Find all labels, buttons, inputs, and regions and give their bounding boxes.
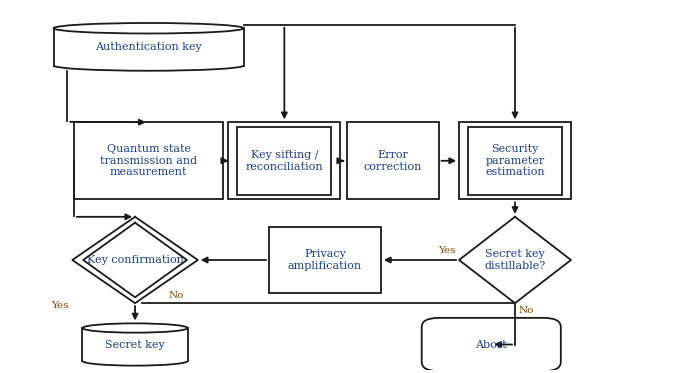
Polygon shape [83, 328, 187, 361]
Text: Authentication key: Authentication key [95, 42, 202, 52]
Text: Secret key
distillable?: Secret key distillable? [484, 249, 546, 271]
FancyBboxPatch shape [74, 122, 223, 199]
Polygon shape [459, 217, 571, 303]
FancyBboxPatch shape [347, 122, 438, 199]
Text: Secret key: Secret key [105, 339, 165, 350]
FancyBboxPatch shape [237, 127, 332, 195]
Ellipse shape [83, 323, 187, 333]
Text: No: No [518, 306, 534, 315]
Text: Quantum state
transmission and
measurement: Quantum state transmission and measureme… [100, 144, 197, 178]
Ellipse shape [53, 23, 244, 34]
Polygon shape [73, 217, 198, 303]
Text: No: No [169, 291, 185, 300]
FancyBboxPatch shape [459, 122, 571, 199]
Text: Yes: Yes [51, 301, 69, 310]
FancyBboxPatch shape [269, 227, 381, 293]
FancyBboxPatch shape [422, 318, 561, 371]
Text: Error
correction: Error correction [364, 150, 422, 172]
Text: Key sifting /
reconciliation: Key sifting / reconciliation [246, 150, 323, 172]
Text: Key confirmation: Key confirmation [87, 255, 183, 265]
Text: Security
parameter
estimation: Security parameter estimation [485, 144, 545, 178]
Text: Yes: Yes [438, 246, 456, 255]
FancyBboxPatch shape [228, 122, 341, 199]
Text: Privacy
amplification: Privacy amplification [288, 249, 362, 271]
FancyBboxPatch shape [468, 127, 562, 195]
Polygon shape [53, 28, 244, 66]
Text: Abort: Abort [475, 339, 507, 350]
Polygon shape [83, 223, 187, 297]
